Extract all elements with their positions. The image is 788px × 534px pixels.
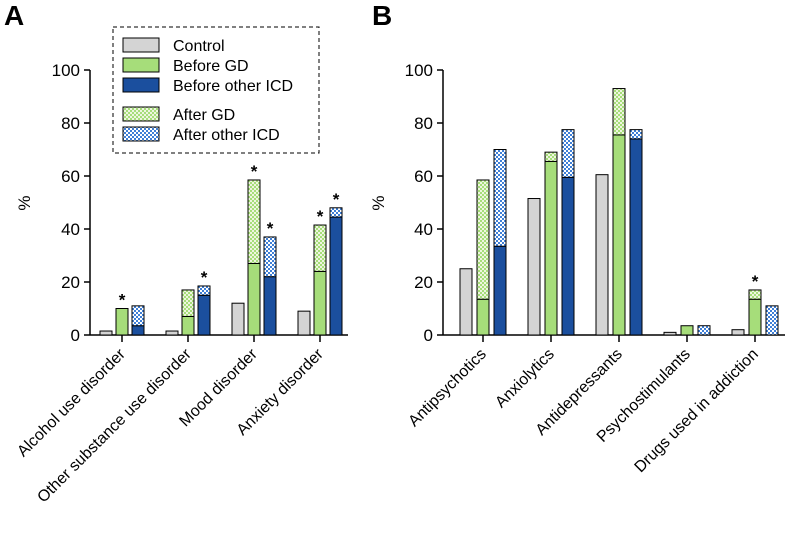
bars-b: * (459, 88, 779, 336)
bar-before-gd-mood-disorder (247, 262, 261, 336)
bar-after-other-mood-disorder (263, 236, 277, 278)
bar-control-psychostimulants (663, 331, 677, 336)
bar-before-gd-alcohol-use-disorder (115, 308, 129, 336)
bars-a: * * * * * * (99, 162, 343, 336)
legend-label-before-gd: Before GD (173, 58, 249, 75)
y-tick-label-b: 40 (414, 220, 433, 239)
significance-star-other-substance-use-disorder: * (201, 268, 208, 287)
bar-control-drugs-used-in-addiction (731, 329, 745, 336)
y-axis-label-b: % (369, 195, 388, 210)
y-tick-label-a: 20 (61, 273, 80, 292)
x-tick-label-antipsychotics: Antipsychotics (405, 346, 489, 430)
bar-control-anxiety-disorder (297, 310, 311, 336)
bar-before-other-antidepressants (629, 138, 643, 336)
legend-label-before-other: Before other ICD (173, 78, 293, 95)
y-tick-label-b: 100 (405, 61, 433, 80)
bar-before-gd-other-substance-use-disorder (181, 315, 195, 336)
significance-star-alcohol-use-disorder: * (119, 291, 126, 310)
bar-after-gd-mood-disorder (247, 179, 261, 264)
bar-control-anxiolytics (527, 198, 541, 336)
legend-swatch-before-other (122, 77, 160, 93)
bar-before-gd-anxiety-disorder (313, 270, 327, 336)
y-tick-label-a: 100 (52, 61, 80, 80)
y-tick-label-a: 60 (61, 167, 80, 186)
bar-control-other-substance-use-disorder (165, 330, 179, 336)
bar-after-gd-anxiolytics (544, 151, 558, 162)
legend-swatch-before-gd (122, 57, 160, 73)
bar-after-other-anxiolytics (561, 129, 575, 178)
bar-before-other-anxiolytics (561, 176, 575, 336)
bar-before-gd-psychostimulants (680, 325, 694, 336)
bar-after-other-antipsychotics (493, 149, 507, 247)
bar-after-gd-other-substance-use-disorder (181, 289, 195, 317)
bar-control-alcohol-use-disorder (99, 330, 113, 336)
bar-after-other-psychostimulants (697, 325, 711, 336)
panel-label-a: A (4, 0, 24, 31)
significance-star-mood-disorder: * (251, 162, 258, 181)
significance-star-drugs-used-in-addiction: * (752, 272, 759, 291)
bar-after-other-antidepressants (629, 129, 643, 140)
significance-star-mood-disorder: * (267, 219, 274, 238)
y-tick-label-a: 40 (61, 220, 80, 239)
legend-border (112, 26, 320, 154)
y-tick-label-b: 20 (414, 273, 433, 292)
x-tick-label-drugs-used-in-addiction: Drugs used in addiction (632, 346, 762, 476)
y-tick-label-b: 60 (414, 167, 433, 186)
bar-before-other-other-substance-use-disorder (197, 294, 211, 336)
bar-after-gd-drugs-used-in-addiction (748, 289, 762, 300)
bar-after-other-other-substance-use-disorder (197, 285, 211, 296)
bar-before-gd-antipsychotics (476, 298, 490, 336)
x-tick-label-alcohol-use-disorder: Alcohol use disorder (14, 345, 129, 460)
bar-after-other-alcohol-use-disorder (131, 305, 145, 327)
panel-b: B % 0 20 40 60 80 100 Antipsychotics Anxiolytic… (369, 0, 785, 476)
bar-control-mood-disorder (231, 302, 245, 336)
y-tick-label-b: 0 (424, 326, 433, 345)
legend: Control Before GD Before other ICD After… (112, 26, 320, 154)
x-tick-label-anxiolytics: Anxiolytics (492, 346, 557, 411)
bar-before-other-antipsychotics (493, 245, 507, 336)
legend-label-after-gd: After GD (173, 107, 235, 124)
bar-after-gd-antipsychotics (476, 179, 490, 300)
bar-after-gd-anxiety-disorder (313, 224, 327, 272)
significance-star-anxiety-disorder: * (333, 190, 340, 209)
bar-before-gd-antidepressants (612, 134, 626, 336)
y-tick-label-a: 0 (71, 326, 80, 345)
legend-swatch-after-gd (122, 106, 160, 122)
y-axis-label-a: % (15, 195, 34, 210)
bar-before-gd-anxiolytics (544, 160, 558, 336)
significance-star-anxiety-disorder: * (317, 207, 324, 226)
y-tick-label-b: 80 (414, 114, 433, 133)
legend-swatch-after-other (122, 126, 160, 142)
panel-label-b: B (372, 0, 392, 31)
bar-before-gd-drugs-used-in-addiction (748, 298, 762, 336)
bar-after-gd-antidepressants (612, 88, 626, 136)
legend-label-after-other: After other ICD (173, 127, 280, 144)
bar-before-other-alcohol-use-disorder (131, 325, 145, 336)
bar-after-other-anxiety-disorder (329, 207, 343, 218)
bar-before-other-anxiety-disorder (329, 216, 343, 336)
legend-label-control: Control (173, 38, 225, 55)
bar-after-other-drugs-used-in-addiction (765, 305, 779, 336)
bar-before-other-mood-disorder (263, 276, 277, 336)
legend-swatch-control (122, 37, 160, 53)
y-tick-label-a: 80 (61, 114, 80, 133)
bar-control-antipsychotics (459, 268, 473, 336)
bar-control-antidepressants (595, 174, 609, 336)
